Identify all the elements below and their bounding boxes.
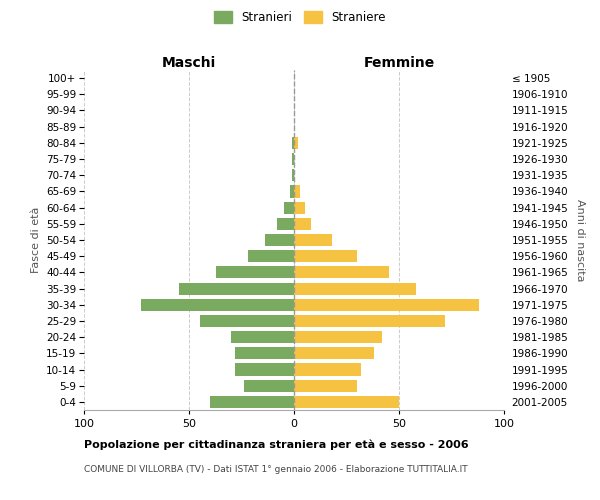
Text: Popolazione per cittadinanza straniera per età e sesso - 2006: Popolazione per cittadinanza straniera p… [84, 440, 469, 450]
Bar [294, 218, 311, 230]
Text: Maschi: Maschi [162, 56, 216, 70]
Bar [294, 186, 301, 198]
Bar [235, 348, 294, 360]
Bar [179, 282, 294, 294]
Y-axis label: Anni di nascita: Anni di nascita [575, 198, 585, 281]
Bar [217, 266, 294, 278]
Bar [248, 250, 294, 262]
Bar [294, 315, 445, 327]
Bar [231, 331, 294, 343]
Bar [294, 137, 298, 149]
Bar [294, 234, 332, 246]
Text: COMUNE DI VILLORBA (TV) - Dati ISTAT 1° gennaio 2006 - Elaborazione TUTTITALIA.I: COMUNE DI VILLORBA (TV) - Dati ISTAT 1° … [84, 465, 467, 474]
Bar [199, 315, 294, 327]
Text: Femmine: Femmine [364, 56, 434, 70]
Bar [140, 298, 294, 311]
Bar [284, 202, 294, 213]
Legend: Stranieri, Straniere: Stranieri, Straniere [209, 6, 391, 28]
Bar [244, 380, 294, 392]
Bar [294, 331, 382, 343]
Bar [292, 137, 294, 149]
Y-axis label: Fasce di età: Fasce di età [31, 207, 41, 273]
Bar [235, 364, 294, 376]
Bar [294, 380, 357, 392]
Bar [294, 202, 305, 213]
Bar [277, 218, 294, 230]
Bar [292, 169, 294, 181]
Bar [210, 396, 294, 408]
Bar [294, 282, 416, 294]
Bar [265, 234, 294, 246]
Bar [294, 348, 374, 360]
Bar [290, 186, 294, 198]
Bar [294, 298, 479, 311]
Bar [294, 364, 361, 376]
Bar [294, 250, 357, 262]
Bar [294, 396, 399, 408]
Bar [294, 266, 389, 278]
Bar [292, 153, 294, 165]
